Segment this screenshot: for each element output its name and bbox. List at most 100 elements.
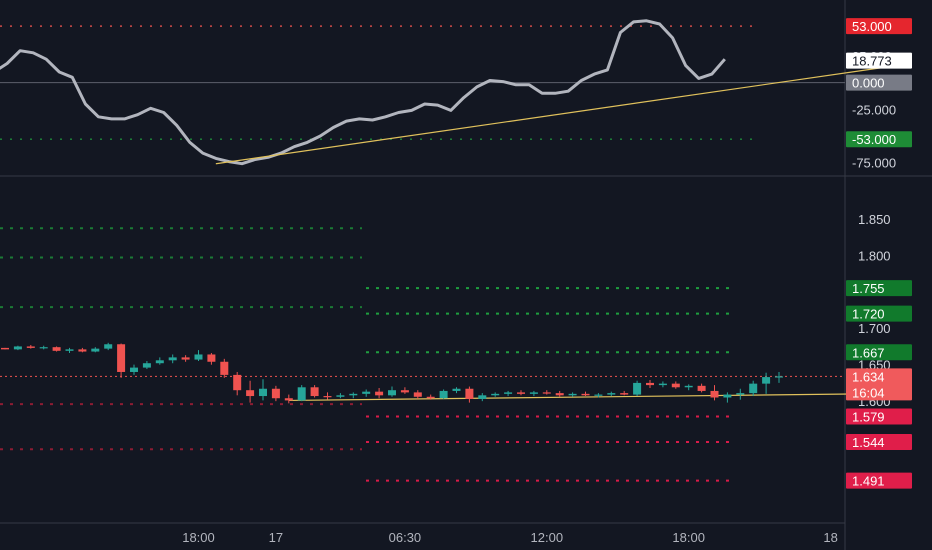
candle[interactable] [375, 388, 384, 399]
candle[interactable] [130, 364, 138, 375]
candle[interactable] [336, 393, 345, 399]
candle[interactable] [181, 355, 190, 362]
candle[interactable] [581, 391, 590, 397]
osc-current-tag[interactable]: 18.773 [846, 52, 912, 69]
zero-tag[interactable]: 0.000 [846, 74, 912, 91]
candle[interactable] [658, 381, 667, 388]
support-level-tag[interactable]: 1.579 [846, 408, 912, 425]
candle[interactable] [142, 361, 151, 370]
candle[interactable] [710, 385, 719, 401]
candle[interactable] [362, 389, 371, 397]
candle[interactable] [259, 379, 267, 401]
candle[interactable] [388, 386, 396, 397]
candle[interactable] [529, 390, 538, 397]
time-axis[interactable]: 18:00 17 06:30 12:00 18:00 18 [182, 530, 838, 545]
support-level-tag-bg [846, 472, 912, 489]
zero-tag-text: 0.000 [852, 76, 885, 91]
candle[interactable] [78, 347, 87, 353]
candle[interactable] [91, 347, 100, 353]
oscillator-pane[interactable] [0, 19, 882, 166]
candle[interactable] [284, 394, 293, 404]
support-level-tag[interactable]: 1.544 [846, 433, 912, 450]
candle[interactable] [13, 345, 22, 351]
oversold-tag-text: -53.000 [852, 132, 896, 147]
resistance-level-tag[interactable]: 1.720 [846, 305, 912, 322]
price-trendline[interactable] [288, 393, 863, 402]
candle[interactable] [271, 385, 280, 402]
candle[interactable] [413, 390, 422, 399]
candle[interactable] [207, 353, 216, 365]
candle[interactable] [349, 392, 358, 399]
price-pane[interactable] [0, 227, 863, 482]
candle[interactable] [749, 380, 758, 397]
candle[interactable] [517, 390, 525, 396]
candle[interactable] [723, 392, 732, 403]
support-level-tag[interactable]: 1.491 [846, 472, 912, 489]
candle[interactable] [323, 392, 332, 400]
candle-body [723, 394, 732, 398]
candle-body [452, 388, 461, 391]
overbought-tag-bg [846, 18, 912, 35]
candle[interactable] [233, 371, 242, 396]
candle[interactable] [504, 390, 513, 397]
price-axis[interactable]: 53.0000.000-53.00025.000-25.000-75.00018… [846, 18, 912, 489]
candle[interactable] [542, 390, 551, 395]
candle[interactable] [400, 387, 409, 394]
candle[interactable] [297, 385, 306, 402]
resistance-level-tag[interactable]: 1.755 [846, 280, 912, 297]
candle[interactable] [168, 354, 177, 364]
price-tick-label: 1.700 [858, 321, 891, 336]
candle[interactable] [220, 358, 229, 378]
candle-body [762, 377, 771, 384]
candle[interactable] [439, 389, 448, 399]
candle[interactable] [684, 384, 693, 391]
oversold-tag[interactable]: -53.000 [846, 131, 912, 148]
candle[interactable] [39, 345, 48, 350]
candle-body [284, 398, 293, 401]
candle[interactable] [117, 343, 126, 378]
candle[interactable] [633, 380, 642, 397]
candle[interactable] [775, 371, 783, 383]
candle-body [555, 393, 564, 396]
candle[interactable] [736, 388, 745, 400]
candle[interactable] [671, 381, 680, 389]
candle[interactable] [646, 379, 654, 389]
candle-body [142, 363, 151, 368]
candle[interactable] [52, 346, 61, 352]
candle-body [491, 393, 500, 396]
candle[interactable] [491, 392, 500, 397]
candle[interactable] [26, 344, 35, 349]
candle[interactable] [620, 390, 629, 396]
candle-body [181, 357, 190, 360]
candle[interactable] [452, 387, 461, 394]
candle[interactable] [697, 383, 706, 393]
candle-body [375, 391, 384, 396]
candle-body [13, 346, 22, 350]
candle-body [620, 393, 629, 395]
candle[interactable] [246, 380, 255, 403]
candle[interactable] [555, 390, 564, 397]
candle-body [671, 383, 680, 388]
candle-body [271, 388, 280, 399]
oscillator-trendline[interactable] [215, 67, 882, 165]
candle[interactable] [310, 385, 319, 398]
candle-body [39, 347, 48, 349]
candle[interactable] [568, 392, 577, 397]
overbought-tag[interactable]: 53.000 [846, 18, 912, 35]
candle[interactable] [65, 347, 74, 354]
candle[interactable] [478, 393, 487, 402]
candle[interactable] [762, 372, 771, 394]
candle[interactable] [465, 386, 474, 403]
current-price-value: 1.634 [852, 369, 885, 384]
candle[interactable] [194, 350, 203, 362]
candle[interactable] [1, 347, 9, 350]
candle[interactable] [594, 393, 603, 398]
candle[interactable] [426, 394, 435, 400]
candle[interactable] [607, 391, 616, 397]
resistance-level-tag[interactable]: 1.667 [846, 344, 912, 361]
candle[interactable] [155, 357, 164, 365]
candle[interactable] [104, 342, 113, 351]
